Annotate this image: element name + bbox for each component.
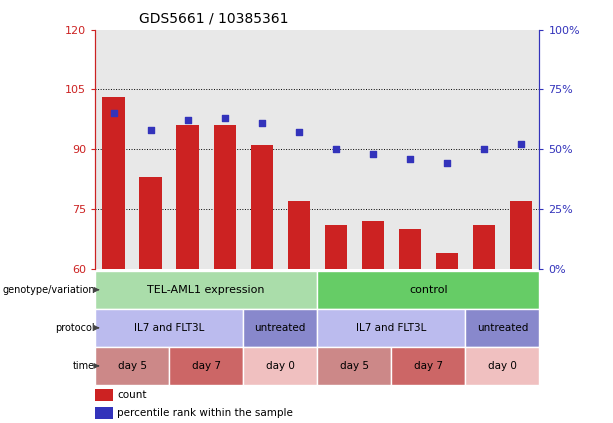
Point bbox=[442, 160, 452, 167]
Bar bbox=[287, 201, 310, 269]
Bar bbox=[95, 388, 113, 401]
Text: untreated: untreated bbox=[254, 323, 306, 333]
Point bbox=[405, 155, 415, 162]
Bar bbox=[465, 309, 539, 347]
Point bbox=[257, 119, 267, 126]
Bar bbox=[318, 347, 391, 385]
Bar bbox=[213, 125, 236, 269]
Text: genotype/variation: genotype/variation bbox=[2, 285, 95, 295]
Bar bbox=[140, 177, 162, 269]
Bar bbox=[318, 309, 465, 347]
Text: time: time bbox=[73, 361, 95, 371]
Point bbox=[479, 146, 489, 153]
Point bbox=[516, 141, 526, 148]
Text: IL7 and FLT3L: IL7 and FLT3L bbox=[356, 323, 427, 333]
Text: TEL-AML1 expression: TEL-AML1 expression bbox=[147, 285, 265, 295]
Text: protocol: protocol bbox=[55, 323, 95, 333]
Bar bbox=[177, 125, 199, 269]
Bar bbox=[354, 30, 391, 269]
Text: day 7: day 7 bbox=[414, 361, 443, 371]
Bar bbox=[95, 30, 132, 269]
Bar bbox=[95, 347, 169, 385]
Bar bbox=[503, 30, 539, 269]
Text: day 0: day 0 bbox=[488, 361, 517, 371]
Text: control: control bbox=[409, 285, 447, 295]
Bar bbox=[465, 347, 539, 385]
Point bbox=[294, 129, 303, 136]
Bar bbox=[95, 309, 243, 347]
Point bbox=[109, 110, 118, 117]
Point bbox=[183, 117, 192, 124]
Text: day 7: day 7 bbox=[192, 361, 221, 371]
Bar bbox=[510, 201, 532, 269]
Bar bbox=[465, 30, 503, 269]
Text: IL7 and FLT3L: IL7 and FLT3L bbox=[134, 323, 204, 333]
Bar bbox=[325, 225, 347, 269]
Bar bbox=[102, 97, 124, 269]
Text: GDS5661 / 10385361: GDS5661 / 10385361 bbox=[140, 12, 289, 26]
Bar bbox=[169, 30, 206, 269]
Text: count: count bbox=[117, 390, 147, 400]
Bar bbox=[132, 30, 169, 269]
Bar bbox=[206, 30, 243, 269]
Bar bbox=[243, 309, 318, 347]
Bar bbox=[280, 30, 318, 269]
Point bbox=[146, 126, 156, 133]
Bar bbox=[391, 347, 465, 385]
Bar bbox=[428, 30, 465, 269]
Bar bbox=[95, 407, 113, 419]
Text: percentile rank within the sample: percentile rank within the sample bbox=[117, 408, 293, 418]
Bar bbox=[169, 347, 243, 385]
Bar bbox=[243, 347, 318, 385]
Bar bbox=[251, 145, 273, 269]
Bar bbox=[473, 225, 495, 269]
Point bbox=[368, 151, 378, 157]
Bar bbox=[318, 30, 354, 269]
Bar bbox=[243, 30, 280, 269]
Point bbox=[331, 146, 341, 153]
Text: untreated: untreated bbox=[477, 323, 528, 333]
Text: day 0: day 0 bbox=[266, 361, 295, 371]
Bar bbox=[391, 30, 428, 269]
Bar bbox=[362, 221, 384, 269]
Bar bbox=[318, 271, 539, 309]
Text: day 5: day 5 bbox=[340, 361, 369, 371]
Bar bbox=[436, 253, 458, 269]
Point bbox=[219, 115, 229, 121]
Bar bbox=[398, 229, 421, 269]
Bar bbox=[95, 271, 318, 309]
Text: day 5: day 5 bbox=[118, 361, 147, 371]
